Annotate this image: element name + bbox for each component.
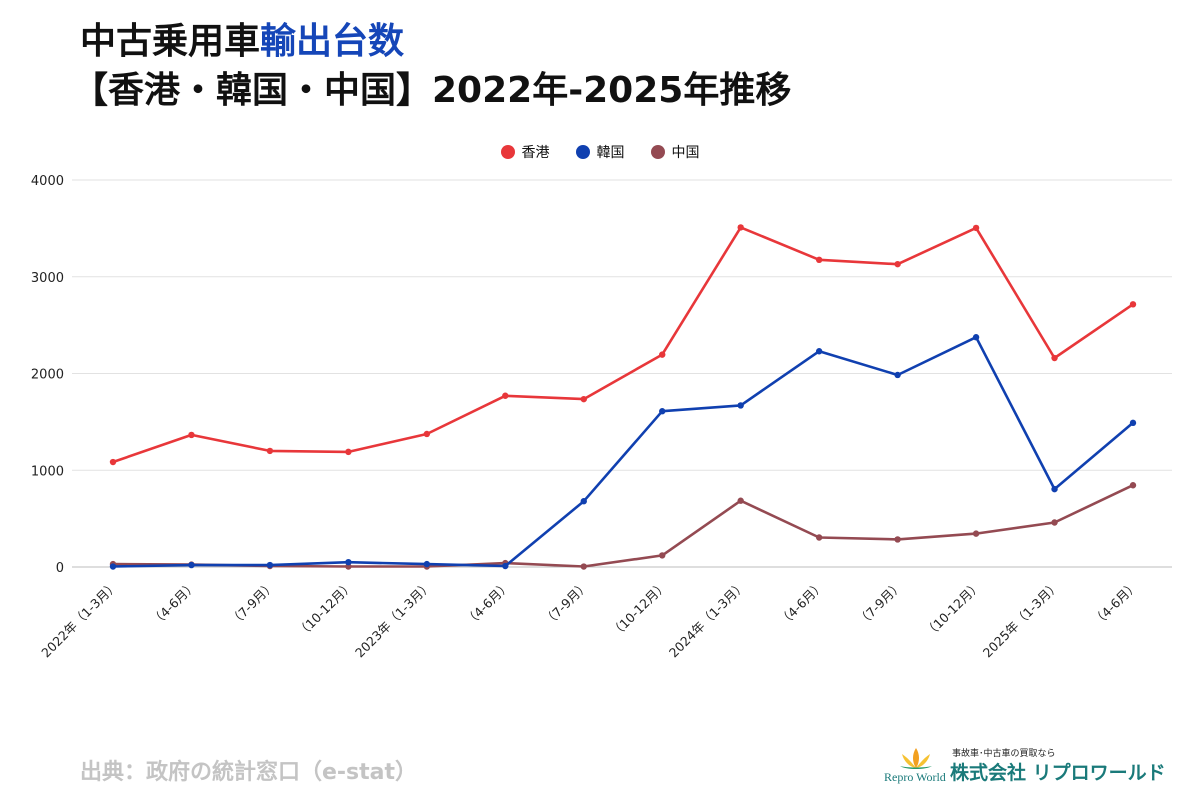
- y-tick-label: 4000: [31, 174, 64, 189]
- x-tick-label: （4-6月）: [1090, 578, 1142, 630]
- series-line-hongkong: [112, 226, 1134, 464]
- data-point-hongkong: [580, 395, 587, 403]
- x-tick-label: 2023年（1-3月）: [352, 578, 435, 661]
- x-tick-label: 2025年（1-3月）: [980, 578, 1063, 661]
- series-line-china: [112, 484, 1134, 568]
- data-point-china: [972, 530, 980, 537]
- data-point-korea: [580, 498, 587, 505]
- y-tick-label: 2000: [31, 368, 64, 383]
- y-tick-label: 0: [56, 561, 64, 576]
- x-tick-label: 2024年（1-3月）: [666, 578, 749, 661]
- title-prefix: 中古乗用車: [80, 21, 261, 62]
- source-note: 出典：政府の統計窓口（e-stat）: [80, 760, 418, 785]
- x-tick-label: （10-12月）: [294, 578, 357, 641]
- data-point-korea: [345, 558, 352, 566]
- legend-label-china: 中国: [671, 145, 700, 161]
- legend-item-korea[interactable]: 韓国: [575, 142, 625, 162]
- data-point-hongkong: [972, 224, 980, 232]
- logo-tagline: 事故車･中古車の買取なら: [952, 749, 1056, 759]
- chart-legend: 香港 韓国 中国: [0, 142, 1200, 162]
- legend-item-china[interactable]: 中国: [650, 142, 700, 162]
- x-tick-label: （7-9月）: [854, 578, 906, 630]
- data-point-hongkong: [1051, 354, 1058, 362]
- x-tick-label: 2022年（1-3月）: [38, 578, 121, 661]
- data-point-korea: [423, 560, 431, 568]
- data-point-korea: [737, 402, 744, 409]
- data-point-china: [815, 534, 823, 541]
- data-point-korea: [1051, 485, 1058, 493]
- logo-company-name: 株式会社 リプロワールド: [950, 762, 1166, 784]
- legend-label-korea: 韓国: [596, 145, 625, 161]
- title-line-1: 中古乗用車輸出台数: [80, 18, 791, 66]
- data-point-korea: [188, 561, 195, 569]
- data-point-china: [659, 552, 666, 559]
- legend-label-hongkong: 香港: [521, 145, 550, 161]
- data-point-hongkong: [502, 392, 509, 399]
- legend-marker-korea: [575, 145, 590, 159]
- data-point-hongkong: [109, 458, 117, 466]
- data-point-china: [894, 536, 901, 543]
- x-tick-label: （7-9月）: [226, 578, 278, 630]
- y-tick-label: 3000: [31, 271, 64, 286]
- legend-item-hongkong[interactable]: 香港: [500, 142, 550, 162]
- data-point-hongkong: [894, 260, 901, 268]
- data-point-hongkong: [188, 431, 195, 439]
- data-point-hongkong: [1129, 301, 1137, 308]
- x-tick-label: （7-9月）: [540, 578, 592, 630]
- x-tick-label: （4-6月）: [148, 578, 200, 630]
- data-point-korea: [972, 334, 980, 341]
- x-tick-label: （10-12月）: [608, 578, 671, 641]
- data-point-hongkong: [815, 256, 823, 264]
- data-point-china: [1129, 482, 1137, 489]
- chart-title: 中古乗用車輸出台数 【香港・韓国・中国】2022年-2025年推移: [72, 18, 791, 116]
- lotus-logo-icon: [900, 748, 932, 769]
- data-point-hongkong: [423, 430, 431, 438]
- data-point-hongkong: [737, 224, 744, 231]
- data-point-korea: [502, 562, 509, 570]
- data-point-korea: [1129, 419, 1137, 427]
- data-point-hongkong: [345, 448, 352, 456]
- logo-english-name: Repro World: [884, 770, 946, 784]
- x-tick-label: （4-6月）: [776, 578, 828, 630]
- y-tick-label: 1000: [31, 464, 64, 479]
- company-logo: Repro World 事故車･中古車の買取なら 株式会社 リプロワールド: [884, 744, 1174, 790]
- data-point-hongkong: [659, 351, 666, 358]
- data-point-china: [737, 497, 744, 504]
- legend-marker-china: [650, 145, 665, 159]
- x-tick-label: （4-6月）: [462, 578, 514, 630]
- data-point-china: [580, 563, 587, 570]
- title-highlight: 輸出台数: [260, 21, 405, 62]
- x-tick-label: （10-12月）: [921, 578, 984, 641]
- data-point-korea: [815, 348, 823, 355]
- data-point-korea: [109, 563, 117, 570]
- title-line-2: 【香港・韓国・中国】2022年-2025年推移: [72, 70, 792, 111]
- data-point-korea: [266, 561, 274, 569]
- series-line-korea: [112, 335, 1134, 568]
- data-point-hongkong: [266, 447, 274, 455]
- legend-marker-hongkong: [500, 145, 515, 159]
- data-point-korea: [894, 371, 901, 379]
- data-point-korea: [659, 408, 666, 415]
- data-point-china: [1051, 519, 1058, 526]
